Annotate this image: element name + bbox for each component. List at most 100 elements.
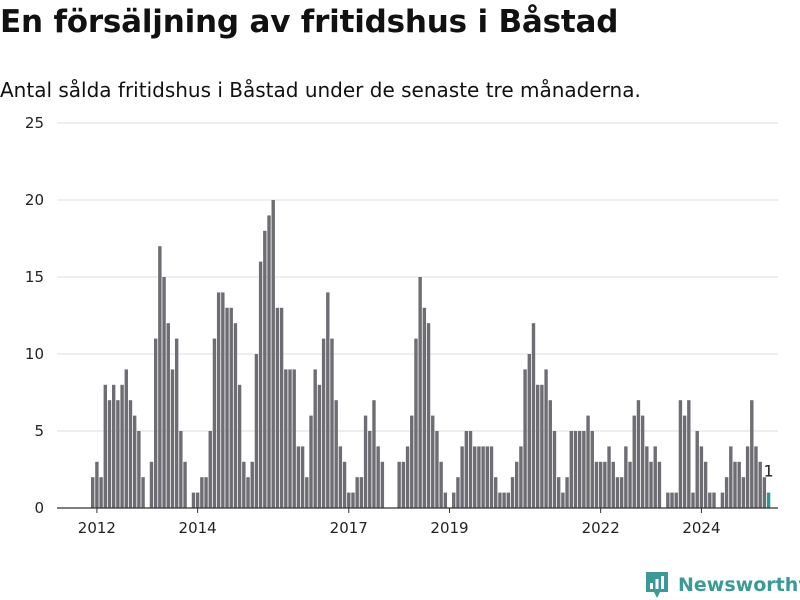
- bar: [548, 400, 552, 508]
- bar: [456, 477, 460, 508]
- bar: [552, 431, 557, 508]
- x-tick-label: 2019: [430, 519, 468, 537]
- bar: [653, 446, 657, 508]
- chart-subtitle: Antal sålda fritidshus i Båstad under de…: [0, 78, 641, 102]
- x-tick-label: 2017: [330, 519, 368, 537]
- bar: [611, 461, 615, 508]
- bar: [603, 461, 607, 508]
- bar: [410, 415, 414, 508]
- bar: [737, 461, 741, 508]
- bar: [216, 292, 221, 508]
- bar: [300, 446, 305, 508]
- bar: [498, 492, 502, 508]
- bar: [183, 461, 187, 508]
- bar: [519, 446, 523, 508]
- bar: [695, 431, 699, 508]
- bar: [682, 415, 687, 508]
- bar: [712, 492, 716, 508]
- bar: [246, 477, 250, 508]
- bar: [699, 446, 704, 508]
- bar-latest: [766, 492, 771, 508]
- bar: [691, 492, 695, 508]
- bar: [569, 431, 573, 508]
- bar: [535, 384, 540, 508]
- bar: [481, 446, 485, 508]
- bar: [506, 492, 510, 508]
- bar: [468, 431, 473, 508]
- bar: [435, 431, 439, 508]
- bar: [720, 492, 725, 508]
- bar: [326, 292, 330, 508]
- bar: [624, 446, 628, 508]
- bar: [275, 307, 280, 508]
- bar: [645, 446, 649, 508]
- bar: [452, 492, 456, 508]
- bar: [363, 415, 368, 508]
- bar: [347, 492, 351, 508]
- bar: [342, 461, 347, 508]
- brand-name: Newsworthy: [678, 574, 800, 596]
- bar: [200, 477, 204, 508]
- x-tick-label: 2022: [582, 519, 620, 537]
- bar: [111, 384, 116, 508]
- newsworthy-logo-icon: [646, 572, 668, 598]
- bar: [750, 400, 754, 508]
- bar: [359, 477, 364, 508]
- bar: [284, 369, 288, 508]
- bar: [258, 261, 263, 508]
- bar: [439, 461, 443, 508]
- bar: [271, 200, 275, 508]
- bar: [137, 431, 141, 508]
- bar: [212, 338, 217, 508]
- bar: [758, 461, 762, 508]
- bars: [91, 200, 771, 509]
- y-tick-label: 0: [34, 499, 44, 517]
- bar: [577, 431, 582, 508]
- bar: [95, 461, 99, 508]
- bar: [657, 461, 662, 508]
- bar: [573, 431, 578, 508]
- x-tick-label: 2024: [682, 519, 720, 537]
- bar: [237, 384, 242, 508]
- bar: [233, 323, 238, 508]
- bar: [561, 492, 565, 508]
- y-tick-label: 5: [34, 422, 44, 440]
- bar: [628, 461, 632, 508]
- bar: [636, 400, 641, 508]
- bar: [141, 477, 145, 508]
- bar: [527, 354, 531, 508]
- bar: [460, 446, 464, 508]
- bar: [380, 461, 385, 508]
- bar: [204, 477, 208, 508]
- bar: [170, 369, 175, 508]
- bar: [632, 415, 636, 508]
- bar: [397, 461, 401, 508]
- bar: [317, 384, 322, 508]
- bar: [649, 461, 653, 508]
- bar: [510, 477, 515, 508]
- chart-title: En försäljning av fritidshus i Båstad: [0, 4, 619, 40]
- bar: [670, 492, 674, 508]
- bar: [540, 384, 544, 508]
- bar: [162, 277, 166, 508]
- y-tick-label: 20: [25, 191, 44, 209]
- bar: [615, 477, 620, 508]
- bar: [754, 446, 758, 508]
- bar: [149, 461, 154, 508]
- bar: [355, 477, 359, 508]
- bar: [288, 369, 292, 508]
- bar: [674, 492, 678, 508]
- bar: [405, 446, 410, 508]
- bar: [477, 446, 481, 508]
- bar: [556, 477, 561, 508]
- bar: [418, 277, 422, 508]
- bar: [321, 338, 326, 508]
- bar: [485, 446, 490, 508]
- bar: [594, 461, 599, 508]
- bar: [351, 492, 355, 508]
- bar: [502, 492, 506, 508]
- bar: [372, 400, 376, 508]
- bar: [128, 400, 133, 508]
- bar: [254, 354, 259, 508]
